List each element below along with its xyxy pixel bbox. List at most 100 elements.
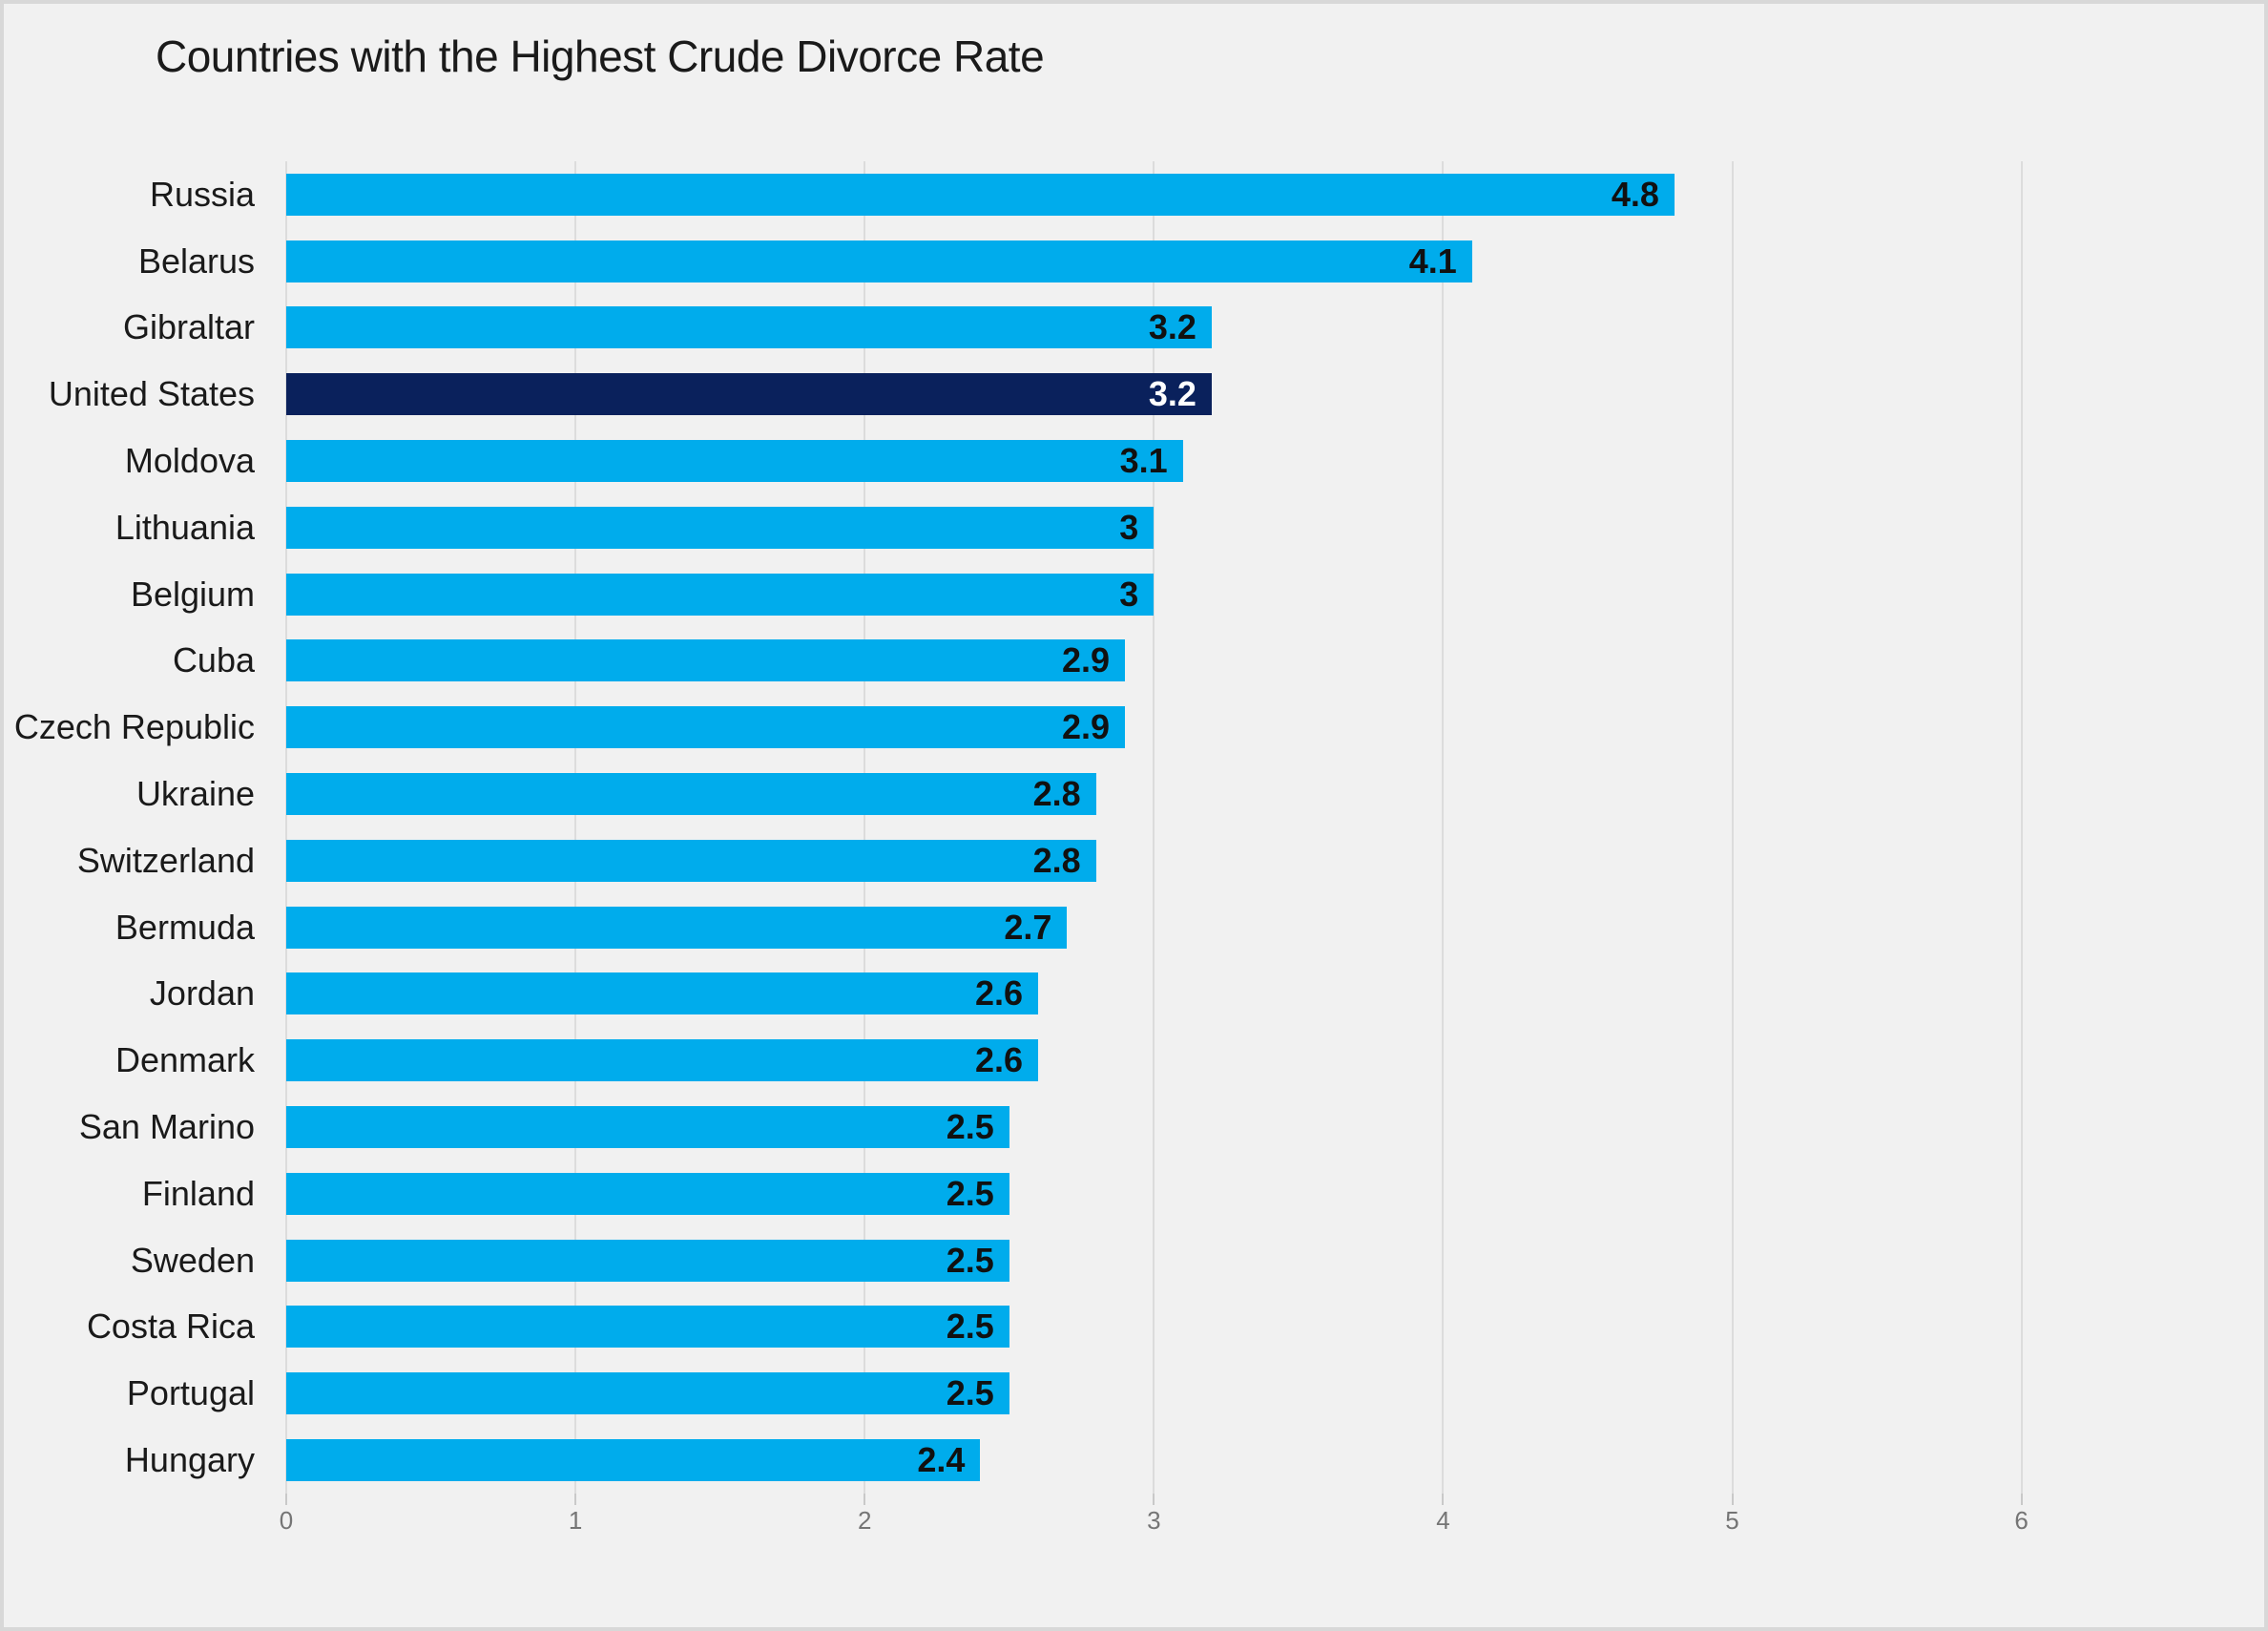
chart-row: Denmark 2.6 xyxy=(4,1027,2241,1094)
x-axis-tick xyxy=(1731,1494,1734,1505)
bar: 3.2 xyxy=(286,306,1212,349)
chart-row: Gibraltar 3.2 xyxy=(4,295,2241,362)
bar-value-label: 2.9 xyxy=(1061,707,1110,747)
category-label: Denmark xyxy=(114,1040,255,1080)
bar: 2.5 xyxy=(286,1172,1009,1215)
chart-title: Countries with the Highest Crude Divorce… xyxy=(156,31,1045,81)
bar-track: 2.5 xyxy=(286,1172,2241,1215)
chart-row: Hungary 2.4 xyxy=(4,1427,2241,1494)
x-axis-tick-label: 0 xyxy=(279,1506,294,1535)
chart-row: Bermuda 2.7 xyxy=(4,894,2241,961)
bar: 2.9 xyxy=(286,706,1125,749)
chart-row: Switzerland 2.8 xyxy=(4,827,2241,894)
bar-value-label: 3.2 xyxy=(1148,374,1196,414)
bar-value-label: 2.5 xyxy=(946,1373,994,1413)
chart-row: Costa Rica 2.5 xyxy=(4,1294,2241,1361)
bar-track: 4.8 xyxy=(286,173,2241,216)
x-axis-tick-label: 4 xyxy=(1436,1506,1450,1535)
bar: 4.1 xyxy=(286,240,1472,282)
category-label: United States xyxy=(48,374,255,414)
category-label: Ukraine xyxy=(135,774,255,814)
category-label: Bermuda xyxy=(114,907,255,947)
bar: 2.9 xyxy=(286,639,1125,682)
bar-value-label: 3.1 xyxy=(1119,441,1168,481)
bar-value-label: 2.7 xyxy=(1004,907,1052,947)
bar-value-label: 2.6 xyxy=(975,1040,1024,1080)
bar-track: 2.4 xyxy=(286,1439,2241,1482)
bar-track: 2.5 xyxy=(286,1372,2241,1415)
bar-value-label: 2.5 xyxy=(946,1173,994,1213)
gridline xyxy=(1153,161,1155,1494)
chart-row: Czech Republic 2.9 xyxy=(4,694,2241,761)
chart-row: United States 3.2 xyxy=(4,361,2241,428)
bar: 3 xyxy=(286,506,1155,549)
category-label: Sweden xyxy=(130,1240,255,1280)
bar: 2.4 xyxy=(286,1439,981,1482)
bar-track: 4.1 xyxy=(286,240,2241,282)
bar-track: 3.2 xyxy=(286,306,2241,349)
bar-track: 2.6 xyxy=(286,972,2241,1015)
bar: 2.6 xyxy=(286,1039,1039,1082)
x-axis-tick xyxy=(1153,1494,1155,1505)
bar-value-label: 2.5 xyxy=(946,1240,994,1280)
bar-value-label: 2.5 xyxy=(946,1107,994,1147)
bar-value-label: 2.6 xyxy=(975,973,1024,1014)
category-label: Finland xyxy=(141,1173,255,1213)
bar: 2.5 xyxy=(286,1239,1009,1282)
bar-value-label: 3.2 xyxy=(1148,307,1196,347)
x-axis-tick-label: 5 xyxy=(1725,1506,1739,1535)
chart-row: Finland 2.5 xyxy=(4,1161,2241,1227)
chart-row: Moldova 3.1 xyxy=(4,428,2241,494)
bar-value-label: 3 xyxy=(1119,507,1139,547)
bar: 4.8 xyxy=(286,173,1675,216)
bar: 2.6 xyxy=(286,972,1039,1015)
x-axis-tick-marks xyxy=(285,1494,2241,1506)
bar-value-label: 3 xyxy=(1119,574,1139,614)
bar-track: 2.5 xyxy=(286,1306,2241,1349)
chart-row: Portugal 2.5 xyxy=(4,1360,2241,1427)
bar-track: 2.6 xyxy=(286,1039,2241,1082)
category-label: Jordan xyxy=(149,973,255,1014)
category-label: Russia xyxy=(149,174,255,214)
x-axis-tick-label: 3 xyxy=(1147,1506,1161,1535)
category-label: Portugal xyxy=(126,1373,255,1413)
gridline xyxy=(1442,161,1445,1494)
chart-row: Belgium 3 xyxy=(4,561,2241,628)
category-label: Belarus xyxy=(137,240,255,281)
bar: 2.8 xyxy=(286,839,1096,882)
bar-value-label: 2.8 xyxy=(1032,840,1081,880)
x-axis-tick-label: 1 xyxy=(568,1506,583,1535)
bar: 2.5 xyxy=(286,1306,1009,1349)
chart-row: Sweden 2.5 xyxy=(4,1227,2241,1294)
bar: 2.5 xyxy=(286,1106,1009,1149)
chart-row: Jordan 2.6 xyxy=(4,961,2241,1028)
x-axis-tick-label: 2 xyxy=(857,1506,872,1535)
bar-track: 2.9 xyxy=(286,706,2241,749)
gridline xyxy=(2020,161,2023,1494)
bar-value-label: 2.4 xyxy=(917,1440,966,1480)
category-label: Cuba xyxy=(172,640,255,680)
category-label: Gibraltar xyxy=(122,307,255,347)
x-axis-tick xyxy=(285,1494,287,1505)
gridline xyxy=(285,161,287,1494)
bar: 2.5 xyxy=(286,1372,1009,1415)
category-label: Hungary xyxy=(124,1440,255,1480)
bar-value-label: 4.8 xyxy=(1611,174,1659,214)
chart-row: Cuba 2.9 xyxy=(4,628,2241,695)
category-label: Costa Rica xyxy=(86,1307,255,1347)
chart-row: Belarus 4.1 xyxy=(4,228,2241,295)
x-axis-tick-label: 6 xyxy=(2014,1506,2029,1535)
category-label: San Marino xyxy=(78,1107,255,1147)
category-label: Czech Republic xyxy=(13,707,255,747)
bar-track: 3.1 xyxy=(286,440,2241,483)
bar: 2.8 xyxy=(286,773,1096,816)
gridline xyxy=(864,161,866,1494)
gridline xyxy=(1731,161,1734,1494)
bar-track: 3 xyxy=(286,506,2241,549)
bar: 2.7 xyxy=(286,906,1068,949)
x-axis-tick xyxy=(1442,1494,1445,1505)
x-axis-tick xyxy=(574,1494,577,1505)
bar: 3.2 xyxy=(286,373,1212,416)
category-label: Belgium xyxy=(130,574,255,614)
